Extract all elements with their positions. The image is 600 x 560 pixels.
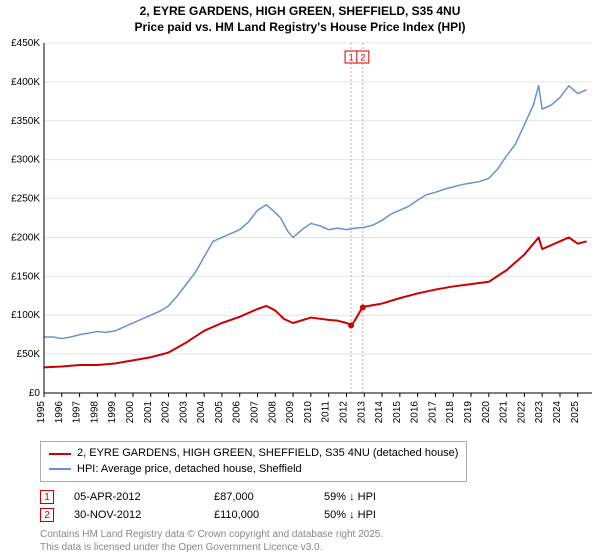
svg-text:2015: 2015	[392, 401, 403, 424]
svg-text:1999: 1999	[107, 401, 118, 424]
svg-text:1: 1	[349, 53, 354, 63]
svg-text:2017: 2017	[427, 401, 438, 424]
svg-text:2008: 2008	[267, 401, 278, 424]
legend-item-price-paid: 2, EYRE GARDENS, HIGH GREEN, SHEFFIELD, …	[49, 446, 458, 461]
footer-line-2: This data is licensed under the Open Gov…	[40, 541, 600, 554]
line-chart-svg: £0 £50K £100K £150K £200K £250K £300K £350K £400…	[0, 35, 600, 435]
chart-plot-area: £0 £50K £100K £150K £200K £250K £300K £350K £400…	[0, 35, 600, 435]
svg-text:£0: £0	[29, 388, 41, 399]
svg-text:2020: 2020	[481, 401, 492, 424]
sale-marker: 1	[40, 490, 54, 504]
svg-text:2019: 2019	[463, 401, 474, 424]
svg-text:2011: 2011	[321, 401, 332, 423]
svg-text:2: 2	[360, 53, 365, 63]
svg-text:2023: 2023	[534, 401, 545, 424]
title-line-2: Price paid vs. HM Land Registry's House …	[0, 20, 600, 36]
svg-text:2025: 2025	[570, 401, 581, 424]
svg-text:1998: 1998	[89, 401, 100, 424]
svg-text:1996: 1996	[54, 401, 65, 424]
sale-price: £87,000	[214, 491, 324, 503]
svg-text:£300K: £300K	[11, 155, 40, 166]
svg-text:2021: 2021	[499, 401, 510, 424]
legend-item-hpi: HPI: Average price, detached house, Shef…	[49, 462, 458, 477]
svg-text:2016: 2016	[410, 401, 421, 424]
svg-text:1997: 1997	[72, 401, 83, 424]
sale-row: 1 05-APR-2012£87,00059% ↓ HPI	[40, 490, 600, 504]
legend: 2, EYRE GARDENS, HIGH GREEN, SHEFFIELD, …	[40, 441, 467, 482]
svg-text:2001: 2001	[143, 401, 154, 424]
footer-line-1: Contains HM Land Registry data © Crown c…	[40, 528, 600, 541]
svg-text:2006: 2006	[232, 401, 243, 424]
svg-text:1995: 1995	[36, 401, 47, 424]
svg-text:2012: 2012	[338, 401, 349, 424]
svg-text:£150K: £150K	[11, 272, 40, 283]
svg-text:£400K: £400K	[11, 77, 40, 88]
svg-text:2004: 2004	[196, 401, 207, 424]
sale-date: 30-NOV-2012	[74, 509, 214, 521]
svg-text:£200K: £200K	[11, 233, 40, 244]
sale-marker: 2	[40, 508, 54, 522]
sale-row: 2 30-NOV-2012£110,00050% ↓ HPI	[40, 508, 600, 522]
svg-text:£100K: £100K	[11, 310, 40, 321]
svg-text:2013: 2013	[356, 401, 367, 424]
svg-text:£450K: £450K	[11, 38, 40, 49]
legend-label: HPI: Average price, detached house, Shef…	[77, 462, 302, 477]
svg-text:2002: 2002	[161, 401, 172, 424]
svg-text:2009: 2009	[285, 401, 296, 424]
svg-text:2010: 2010	[303, 401, 314, 424]
legend-swatch	[49, 453, 71, 455]
chart-title: 2, EYRE GARDENS, HIGH GREEN, SHEFFIELD, …	[0, 0, 600, 35]
svg-text:2018: 2018	[445, 401, 456, 424]
svg-text:2014: 2014	[374, 401, 385, 424]
sale-price: £110,000	[214, 509, 324, 521]
svg-text:2003: 2003	[178, 401, 189, 424]
legend-swatch	[49, 468, 71, 470]
svg-text:2024: 2024	[552, 401, 563, 424]
svg-text:£350K: £350K	[11, 116, 40, 127]
sale-hpi: 59% ↓ HPI	[324, 491, 444, 503]
svg-text:2022: 2022	[516, 401, 527, 424]
legend-label: 2, EYRE GARDENS, HIGH GREEN, SHEFFIELD, …	[77, 446, 458, 461]
title-line-1: 2, EYRE GARDENS, HIGH GREEN, SHEFFIELD, …	[0, 4, 600, 20]
sales-list: 1 05-APR-2012£87,00059% ↓ HPI 2 30-NOV-2012…	[0, 490, 600, 522]
svg-text:2005: 2005	[214, 401, 225, 424]
sale-date: 05-APR-2012	[74, 491, 214, 503]
footer: Contains HM Land Registry data © Crown c…	[40, 528, 600, 554]
chart-container: 2, EYRE GARDENS, HIGH GREEN, SHEFFIELD, …	[0, 0, 600, 560]
sale-hpi: 50% ↓ HPI	[324, 509, 444, 521]
svg-text:£50K: £50K	[17, 349, 41, 360]
svg-text:2007: 2007	[250, 401, 261, 424]
svg-text:2000: 2000	[125, 401, 136, 424]
svg-text:£250K: £250K	[11, 194, 40, 205]
